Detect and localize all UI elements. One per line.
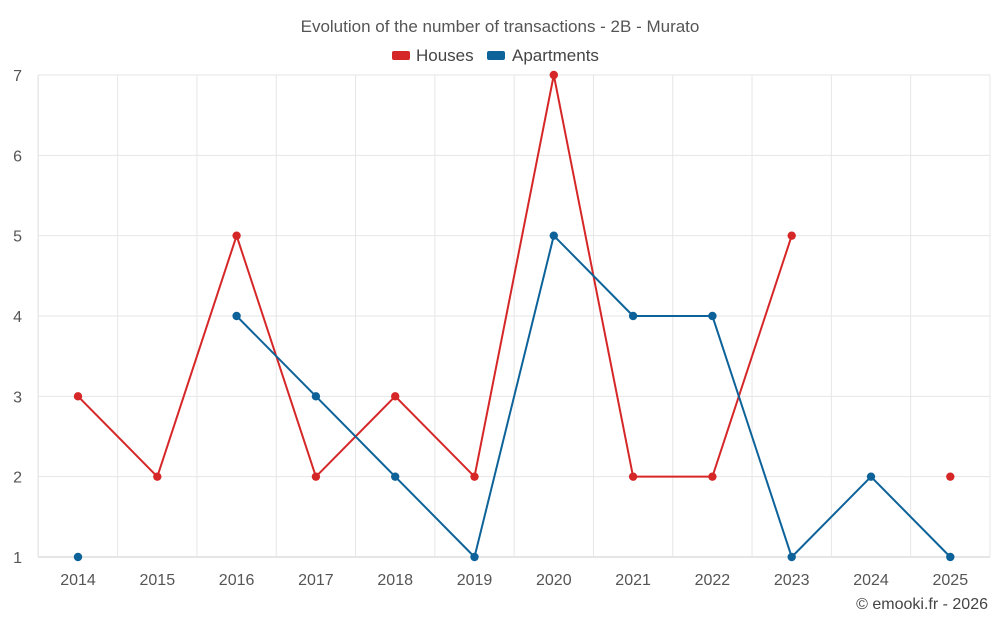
y-tick-label: 7 [13, 68, 22, 85]
legend-item-apartments[interactable]: Apartments [487, 46, 599, 65]
data-point-apartments[interactable] [549, 231, 558, 240]
y-tick-label: 1 [13, 550, 22, 567]
legend-label-houses: Houses [416, 46, 474, 65]
y-tick-label: 3 [13, 389, 22, 406]
series-line-apartments [235, 234, 952, 558]
data-point-houses[interactable] [232, 231, 241, 240]
data-point-apartments[interactable] [708, 311, 717, 321]
legend-label-apartments: Apartments [512, 46, 599, 65]
grid [37, 74, 991, 558]
y-tick-label: 2 [13, 470, 22, 487]
legend-swatch-houses [392, 51, 410, 60]
credit-text: © emooki.fr - 2026 [856, 596, 988, 613]
data-point-apartments[interactable] [391, 472, 400, 481]
y-tick-label: 4 [13, 309, 22, 326]
series-line-houses [77, 74, 793, 478]
data-point-apartments[interactable] [946, 552, 955, 562]
x-tick-label: 2018 [377, 572, 413, 589]
x-tick-label: 2024 [853, 572, 889, 589]
data-point-houses[interactable] [787, 231, 796, 240]
data-point-houses[interactable] [391, 392, 400, 401]
series [73, 70, 955, 562]
data-point-houses[interactable] [470, 472, 479, 481]
x-tick-label: 2022 [695, 572, 731, 589]
data-point-houses[interactable] [153, 472, 162, 481]
x-tick-label: 2014 [60, 572, 96, 589]
data-point-apartments[interactable] [787, 552, 796, 562]
data-point-apartments[interactable] [628, 311, 638, 321]
data-point-houses[interactable] [549, 70, 558, 80]
data-point-apartments[interactable] [73, 552, 83, 562]
data-point-houses[interactable] [311, 472, 321, 481]
data-point-houses[interactable] [946, 472, 955, 481]
data-point-apartments[interactable] [311, 392, 321, 401]
x-tick-label: 2019 [457, 572, 493, 589]
data-point-houses[interactable] [708, 472, 717, 481]
data-point-apartments[interactable] [232, 311, 241, 321]
data-point-apartments[interactable] [866, 472, 876, 481]
legend: Houses Apartments [392, 46, 599, 65]
data-point-houses[interactable] [628, 472, 638, 481]
series-apartments [73, 231, 955, 562]
axes: 1 2 3 4 5 6 7 2014 2015 2016 2017 2018 2019 2020 2021 2… [13, 68, 968, 589]
legend-item-houses[interactable]: Houses [392, 46, 474, 65]
series-houses [73, 70, 955, 481]
chart-title: Evolution of the number of transactions … [301, 17, 700, 36]
x-tick-label: 2020 [536, 572, 572, 589]
x-tick-label: 2016 [219, 572, 255, 589]
y-tick-label: 6 [13, 148, 22, 165]
x-tick-label: 2017 [298, 572, 334, 589]
x-tick-label: 2015 [140, 572, 176, 589]
legend-swatch-apartments [487, 51, 505, 60]
x-tick-label: 2025 [933, 572, 969, 589]
y-tick-label: 5 [13, 229, 22, 246]
x-tick-label: 2021 [615, 572, 651, 589]
data-point-houses[interactable] [73, 392, 83, 401]
x-tick-label: 2023 [774, 572, 810, 589]
data-point-apartments[interactable] [470, 552, 479, 562]
